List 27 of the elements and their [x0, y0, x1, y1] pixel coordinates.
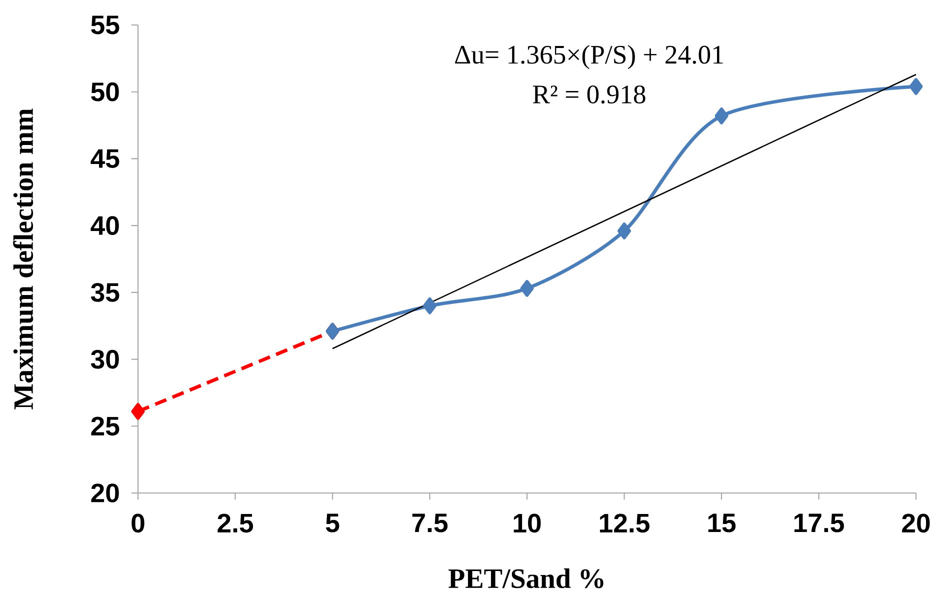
x-tick-label: 20 [902, 514, 930, 533]
y-tick-label: 50 [91, 82, 119, 102]
point [520, 280, 534, 297]
y-tick-label: 40 [90, 216, 119, 235]
point [423, 297, 436, 314]
point [618, 222, 631, 240]
x-tick-label: 5 [326, 514, 340, 532]
x-tick-label: 12.5 [600, 514, 650, 533]
point [131, 403, 145, 420]
point [909, 78, 923, 95]
annotation: Δu= 1.365×(P/S) + 24.01 [455, 44, 723, 70]
y-tick-label: 55 [91, 16, 120, 34]
x-tick-label: 17.5 [794, 514, 844, 532]
x-tick-label: 7.5 [412, 514, 448, 532]
y-tick-label: 35 [90, 282, 120, 302]
annotation: R² = 0.918 [532, 85, 646, 104]
x-tick-label: 10 [514, 514, 541, 533]
y-tick-label: 30 [90, 350, 119, 369]
y-tick-label: 20 [91, 484, 119, 502]
y-tick-label: 25 [91, 416, 120, 436]
x-axis-title: PET/Sand % [448, 568, 604, 588]
point [714, 108, 728, 124]
x-tick-label: 2.5 [218, 514, 254, 533]
x-tick-label: 15 [708, 514, 736, 532]
y-axis-title: Maximum deflection mm [13, 108, 34, 410]
x-tick-label: 0 [132, 514, 144, 533]
y-tick-label: 45 [90, 149, 120, 168]
